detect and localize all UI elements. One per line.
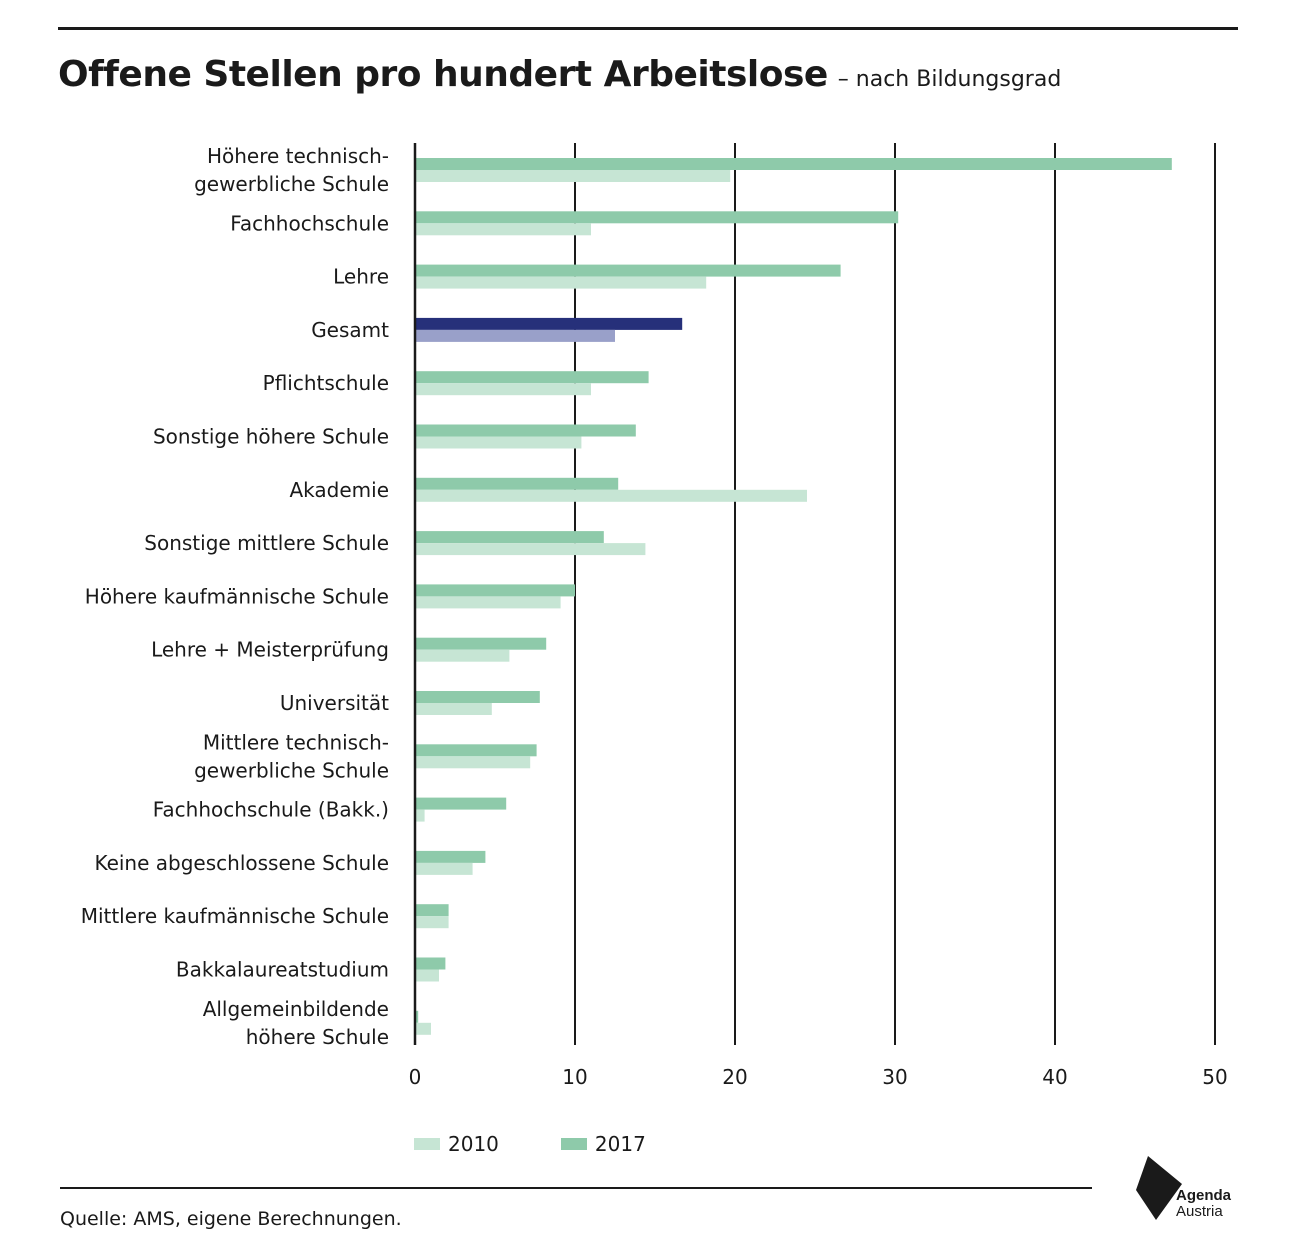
bar-2017-mittlere-kaufmännische-schule xyxy=(415,904,449,917)
category-label-mittlere-technisch-gewerbliche-schule: Mittlere technisch-gewerbliche Schule xyxy=(194,730,389,782)
category-label-gesamt: Gesamt xyxy=(311,318,389,342)
legend-item-2010: 2010 xyxy=(414,1132,499,1156)
bar-2010-fachhochschule xyxy=(415,223,591,236)
bar-2017-mittlere-technisch-gewerbliche-schule xyxy=(415,744,537,757)
bar-2010-mittlere-technisch-gewerbliche-schule xyxy=(415,756,531,769)
category-label-höhere-kaufmännische-schule: Höhere kaufmännische Schule xyxy=(85,584,389,608)
bar-2017-fachhochschule xyxy=(415,211,899,224)
bar-2010-pflichtschule xyxy=(415,383,591,396)
bar-2017-bakkalaureatstudium xyxy=(415,957,446,970)
category-label-fachhochschule: Fachhochschule xyxy=(230,211,389,235)
bar-2010-lehre-meisterprüfung xyxy=(415,649,510,662)
logo-mark-icon xyxy=(1136,1156,1182,1220)
bar-2010-gesamt xyxy=(415,329,615,342)
x-tick-label-50: 50 xyxy=(1202,1065,1227,1089)
bar-2017-lehre xyxy=(415,264,841,277)
category-label-fachhochschule-bakk-: Fachhochschule (Bakk.) xyxy=(153,798,389,822)
category-label-sonstige-höhere-schule: Sonstige höhere Schule xyxy=(153,425,389,449)
bar-2017-fachhochschule-bakk- xyxy=(415,797,507,810)
x-tick-label-10: 10 xyxy=(562,1065,587,1089)
legend-label-2010: 2010 xyxy=(448,1132,499,1156)
agenda-austria-logo: Agenda Austria xyxy=(1134,1156,1244,1226)
legend-label-2017: 2017 xyxy=(594,1132,646,1156)
bar-2017-höhere-technisch-gewerbliche-schule xyxy=(415,158,1172,170)
legend: 2010 2017 xyxy=(414,1132,708,1156)
bar-2017-keine-abgeschlossene-schule xyxy=(415,850,486,863)
category-label-allgemeinbildende-höhere-schule: Allgemeinbildende höhere Schule xyxy=(203,997,389,1049)
bar-2017-allgemeinbildende-höhere-schule xyxy=(415,1010,419,1023)
category-label-pflichtschule: Pflichtschule xyxy=(263,371,389,395)
x-tick-label-0: 0 xyxy=(409,1065,422,1089)
top-rule xyxy=(58,27,1238,30)
bar-2010-lehre xyxy=(415,276,707,289)
bar-2017-sonstige-mittlere-schule xyxy=(415,531,604,544)
bar-2010-allgemeinbildende-höhere-schule xyxy=(415,1022,431,1035)
bar-2017-sonstige-höhere-schule xyxy=(415,424,636,437)
category-label-lehre: Lehre xyxy=(333,265,389,289)
title-row: Offene Stellen pro hundert Arbeitslose – … xyxy=(58,54,1061,95)
bar-2017-lehre-meisterprüfung xyxy=(415,637,547,650)
bar-2017-akademie xyxy=(415,477,619,490)
logo-line2: Austria xyxy=(1176,1203,1223,1220)
bar-2010-fachhochschule-bakk- xyxy=(415,809,425,822)
chart-title: Offene Stellen pro hundert Arbeitslose xyxy=(58,54,828,95)
x-tick-label-20: 20 xyxy=(722,1065,747,1089)
bar-2010-universität xyxy=(415,703,492,715)
logo-line1: Agenda xyxy=(1176,1187,1232,1204)
bar-2010-sonstige-höhere-schule xyxy=(415,436,582,449)
bar-2010-sonstige-mittlere-schule xyxy=(415,543,646,556)
bar-2010-mittlere-kaufmännische-schule xyxy=(415,916,449,929)
bar-2010-bakkalaureatstudium xyxy=(415,969,439,982)
category-label-lehre-meisterprüfung: Lehre + Meisterprüfung xyxy=(151,638,389,662)
source-note: Quelle: AMS, eigene Berechnungen. xyxy=(60,1208,402,1230)
logo-text: Agenda Austria xyxy=(1176,1188,1231,1220)
bar-2010-höhere-technisch-gewerbliche-schule xyxy=(415,170,731,182)
bar-2017-gesamt xyxy=(415,317,683,330)
category-label-keine-abgeschlossene-schule: Keine abgeschlossene Schule xyxy=(94,851,389,875)
chart-subtitle: – nach Bildungsgrad xyxy=(837,67,1062,92)
category-label-sonstige-mittlere-schule: Sonstige mittlere Schule xyxy=(144,531,389,555)
bottom-rule xyxy=(60,1187,1092,1189)
x-tick-label-30: 30 xyxy=(882,1065,907,1089)
category-label-höhere-technisch-gewerbliche-schule: Höhere technisch-gewerbliche Schule xyxy=(194,144,389,196)
category-label-akademie: Akademie xyxy=(289,478,389,502)
bar-2017-höhere-kaufmännische-schule xyxy=(415,584,575,597)
bar-2010-höhere-kaufmännische-schule xyxy=(415,596,561,609)
legend-item-2017: 2017 xyxy=(560,1132,646,1156)
legend-swatch-2017 xyxy=(560,1138,587,1150)
category-label-mittlere-kaufmännische-schule: Mittlere kaufmännische Schule xyxy=(81,904,389,928)
bar-2017-pflichtschule xyxy=(415,371,649,384)
legend-swatch-2010 xyxy=(414,1138,440,1150)
bar-2017-universität xyxy=(415,691,540,703)
bar-2010-keine-abgeschlossene-schule xyxy=(415,862,473,875)
category-label-universität: Universität xyxy=(280,691,389,715)
x-tick-label-40: 40 xyxy=(1042,1065,1067,1089)
bar-2010-akademie xyxy=(415,489,807,502)
category-label-bakkalaureatstudium: Bakkalaureatstudium xyxy=(176,958,389,982)
